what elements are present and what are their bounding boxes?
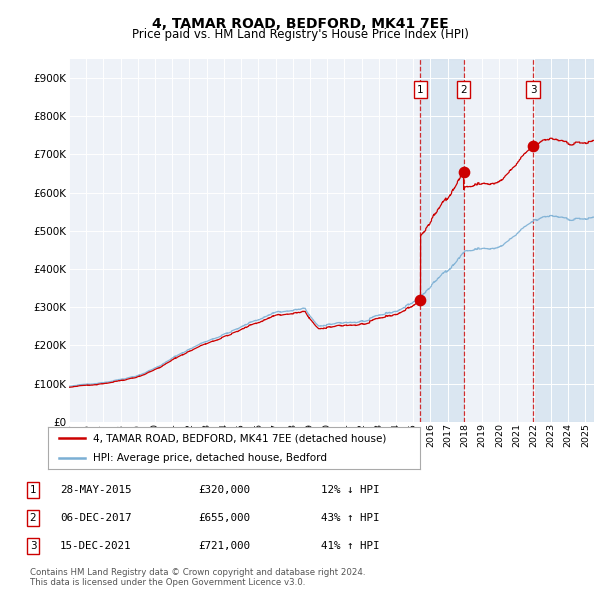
Bar: [421, 59, 464, 422]
Text: £655,000: £655,000: [198, 513, 250, 523]
Text: 4, TAMAR ROAD, BEDFORD, MK41 7EE: 4, TAMAR ROAD, BEDFORD, MK41 7EE: [152, 17, 448, 31]
Text: 2: 2: [460, 84, 467, 94]
Point: [416, 295, 425, 304]
Text: £721,000: £721,000: [198, 542, 250, 551]
Text: 12% ↓ HPI: 12% ↓ HPI: [321, 485, 380, 494]
Text: 06-DEC-2017: 06-DEC-2017: [60, 513, 131, 523]
Text: 41% ↑ HPI: 41% ↑ HPI: [321, 542, 380, 551]
Text: Price paid vs. HM Land Registry's House Price Index (HPI): Price paid vs. HM Land Registry's House …: [131, 28, 469, 41]
Text: 43% ↑ HPI: 43% ↑ HPI: [321, 513, 380, 523]
Point: [528, 142, 538, 151]
Text: 28-MAY-2015: 28-MAY-2015: [60, 485, 131, 494]
Point: [459, 167, 469, 176]
Text: £320,000: £320,000: [198, 485, 250, 494]
Text: 3: 3: [530, 84, 536, 94]
Text: 4, TAMAR ROAD, BEDFORD, MK41 7EE (detached house): 4, TAMAR ROAD, BEDFORD, MK41 7EE (detach…: [92, 434, 386, 444]
Text: 2: 2: [29, 513, 37, 523]
Text: HPI: Average price, detached house, Bedford: HPI: Average price, detached house, Bedf…: [92, 454, 326, 463]
Text: 15-DEC-2021: 15-DEC-2021: [60, 542, 131, 551]
Bar: [533, 59, 594, 422]
Text: 3: 3: [29, 542, 37, 551]
Text: Contains HM Land Registry data © Crown copyright and database right 2024.
This d: Contains HM Land Registry data © Crown c…: [30, 568, 365, 587]
Text: 1: 1: [29, 485, 37, 494]
Text: 1: 1: [417, 84, 424, 94]
